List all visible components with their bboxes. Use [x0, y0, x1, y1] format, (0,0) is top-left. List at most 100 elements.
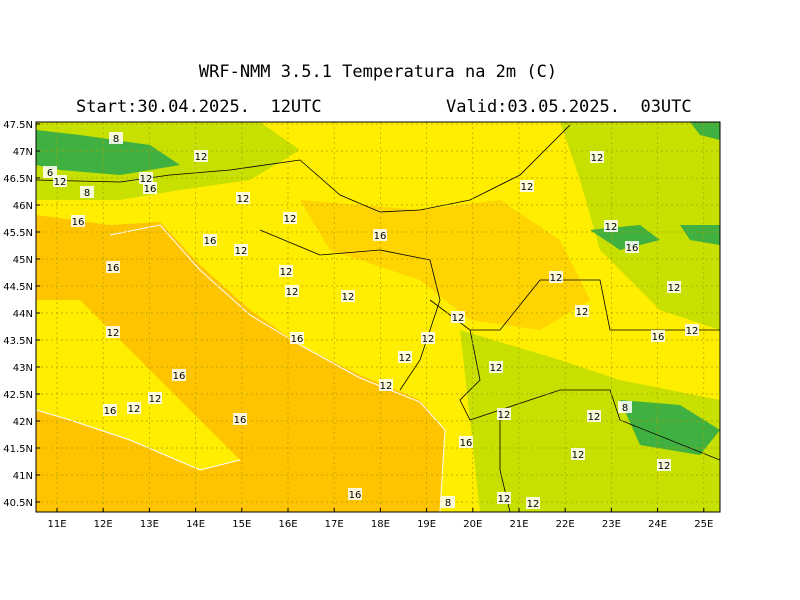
- contour-label: 12: [497, 408, 511, 421]
- contour-label: 12: [398, 351, 412, 364]
- contour-label-text: 12: [342, 292, 355, 303]
- contour-label-bg: [103, 404, 117, 416]
- contour-label: 12: [106, 326, 120, 339]
- contour-label: 12: [279, 265, 293, 278]
- contour-label: 12: [139, 172, 153, 185]
- contour-label-text: 16: [107, 263, 120, 274]
- contour-label-text: 12: [235, 246, 248, 257]
- border: [36, 124, 571, 213]
- lon-tick-label: 22E: [556, 519, 575, 530]
- contour-label-bg: [106, 326, 120, 338]
- contour-label-bg: [283, 212, 297, 224]
- contour-label: 12: [575, 305, 589, 318]
- contour-label-bg: [667, 281, 681, 293]
- contour-label-text: 6: [47, 168, 53, 179]
- contour-label: 16: [106, 261, 120, 274]
- contour-label-bg: [549, 271, 563, 283]
- lat-tick-label: 44.5N: [3, 282, 33, 293]
- lat-tick-label: 41N: [13, 471, 33, 482]
- lon-tick-label: 11E: [47, 519, 66, 530]
- contour-label-bg: [127, 402, 141, 414]
- contour-label: 12: [526, 497, 540, 510]
- contour-label-text: 12: [237, 194, 250, 205]
- lat-tick-label: 47N: [13, 147, 33, 158]
- contour-label-text: 12: [107, 328, 120, 339]
- contour-label: 12: [148, 392, 162, 405]
- contour-label: 12: [604, 220, 618, 233]
- contour-label-bg: [571, 448, 585, 460]
- lat-tick-label: 42N: [13, 417, 33, 428]
- contour-label-bg: [53, 175, 67, 187]
- contour-label: 12: [379, 379, 393, 392]
- contour-label: 12: [234, 244, 248, 257]
- contour-label-bg: [143, 182, 157, 194]
- contour-label-text: 16: [626, 243, 639, 254]
- contour-label-text: 16: [72, 217, 85, 228]
- contour-label-bg: [587, 410, 601, 422]
- contour-label-bg: [590, 151, 604, 163]
- contour-label-text: 12: [658, 461, 671, 472]
- contour-label-bg: [604, 220, 618, 232]
- contour-label-text: 12: [452, 313, 465, 324]
- contour-label-bg: [172, 369, 186, 381]
- contour-label-text: 12: [576, 307, 589, 318]
- contour-label: 12: [285, 285, 299, 298]
- contour-label-text: 12: [605, 222, 618, 233]
- contour-label: 8: [80, 186, 94, 199]
- contour-label: 12: [53, 175, 67, 188]
- contour-label-bg: [398, 351, 412, 363]
- contour-label-text: 12: [668, 283, 681, 294]
- contour-label: 12: [520, 180, 534, 193]
- contour-label-bg: [279, 265, 293, 277]
- contour-label-text: 16: [652, 332, 665, 343]
- contour-label-text: 16: [291, 334, 304, 345]
- contour-label-bg: [497, 492, 511, 504]
- contour-label-text: 8: [84, 188, 90, 199]
- contour-label-bg: [236, 192, 250, 204]
- contour-label: 16: [348, 488, 362, 501]
- contour-label-bg: [441, 496, 455, 508]
- contour-label-text: 12: [286, 287, 299, 298]
- contour-label: 12: [283, 212, 297, 225]
- contour-label: 16: [143, 182, 157, 195]
- contour-label-bg: [290, 332, 304, 344]
- contour-label: 12: [587, 410, 601, 423]
- contour-label-bg: [451, 311, 465, 323]
- map-frame: [35, 121, 721, 513]
- contour-label-text: 12: [498, 494, 511, 505]
- contour-label-bg: [497, 408, 511, 420]
- contour-label-text: 12: [380, 381, 393, 392]
- lon-tick-label: 24E: [648, 519, 667, 530]
- start-time: Start:30.04.2025. 12UTC: [76, 97, 322, 117]
- contour-label-bg: [341, 290, 355, 302]
- contour-label-bg: [685, 324, 699, 336]
- contour-label-text: 12: [284, 214, 297, 225]
- title: WRF-NMM 3.5.1 Temperatura na 2m (C): [199, 62, 557, 82]
- contour-label-text: 12: [399, 353, 412, 364]
- contour-label-text: 16: [234, 415, 247, 426]
- contour-label: 8: [618, 401, 632, 414]
- contour-label: 16: [459, 436, 473, 449]
- contour-label: 12: [549, 271, 563, 284]
- contour-label-bg: [109, 132, 123, 144]
- contour-label-text: 12: [521, 182, 534, 193]
- contour-label-text: 12: [527, 499, 540, 510]
- contour-label-bg: [421, 332, 435, 344]
- lon-tick-label: 12E: [94, 519, 113, 530]
- contour-label: 12: [236, 192, 250, 205]
- lat-tick-label: 43.5N: [3, 336, 33, 347]
- contour-label: 12: [497, 492, 511, 505]
- lon-tick-label: 19E: [417, 519, 436, 530]
- field-italy: [36, 300, 240, 470]
- contour-label-text: 12: [195, 152, 208, 163]
- contour-label-bg: [194, 150, 208, 162]
- contour-label: 12: [667, 281, 681, 294]
- field-cold: [620, 400, 720, 455]
- contour-label: 8: [109, 132, 123, 145]
- contour-label-text: 16: [374, 231, 387, 242]
- lon-tick-label: 21E: [509, 519, 528, 530]
- border: [259, 229, 441, 391]
- contour-label-text: 12: [498, 410, 511, 421]
- contour-label: 8: [441, 496, 455, 509]
